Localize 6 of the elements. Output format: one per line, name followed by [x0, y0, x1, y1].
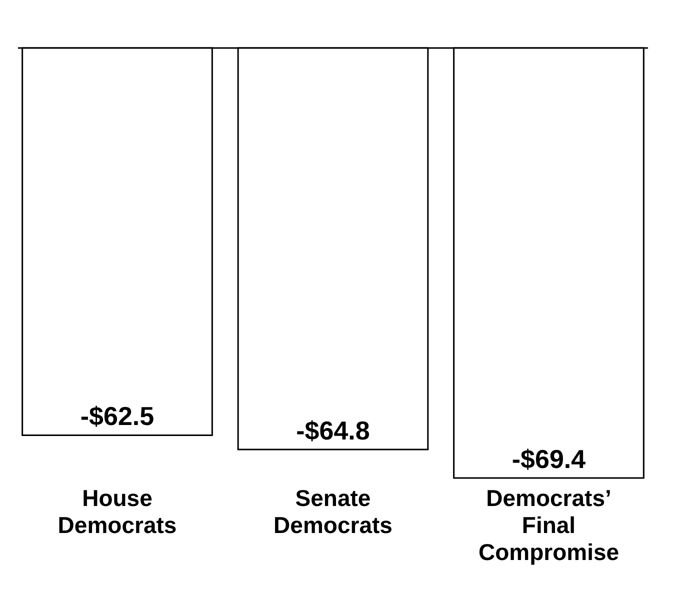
x-tick-label: Senate Democrats [274, 485, 392, 538]
data-label: -$69.4 [512, 444, 586, 474]
x-tick-label: Democrats’ Final Compromise [478, 485, 620, 565]
data-label: -$62.5 [80, 401, 154, 432]
x-tick-label: House Democrats [58, 485, 177, 538]
data-label: -$64.8 [296, 416, 370, 446]
